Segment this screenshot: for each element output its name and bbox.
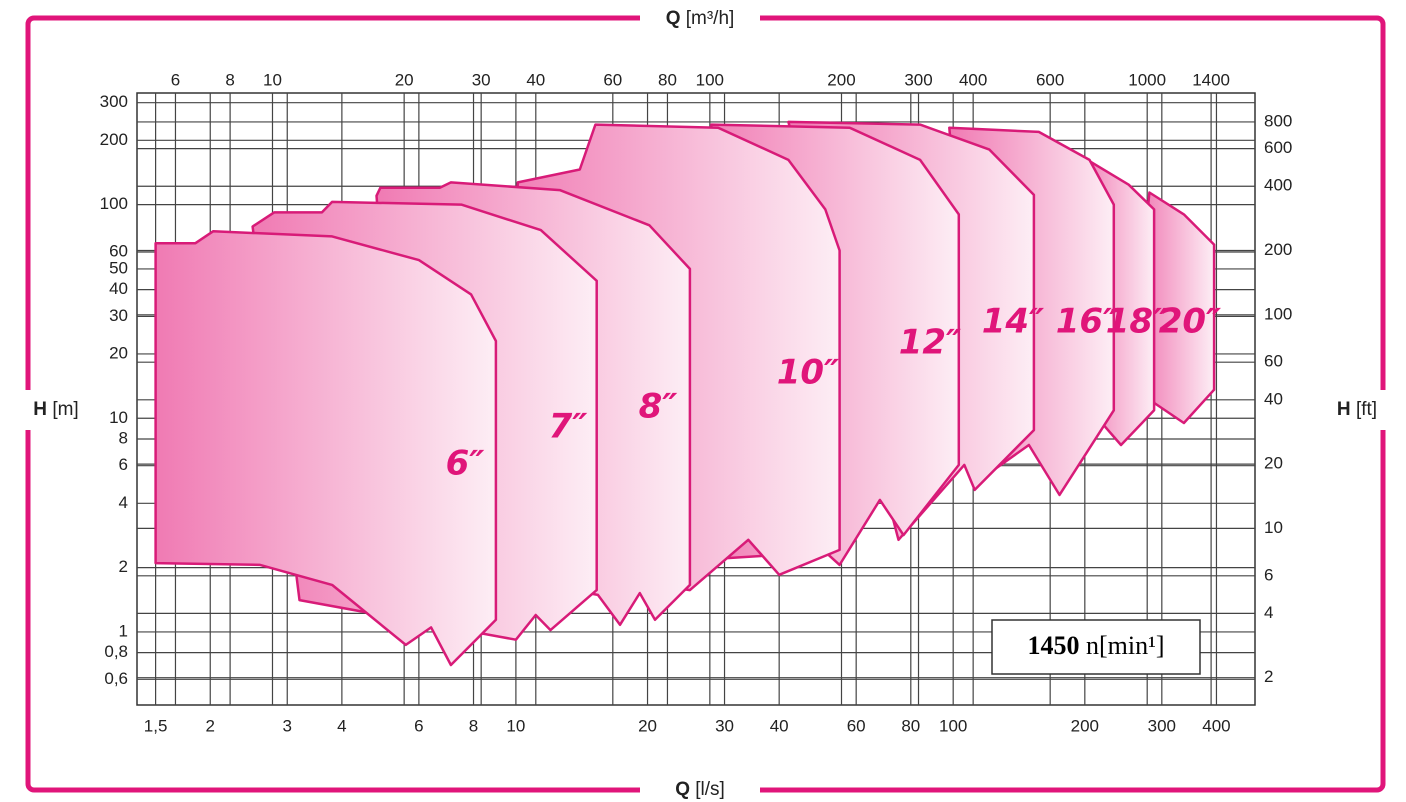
- x-tick-label: 200: [1071, 716, 1099, 735]
- y-axis-unit: [m]: [52, 399, 78, 420]
- region-label: 10″: [777, 353, 840, 393]
- y2-axis-title: H [ft]: [1337, 399, 1377, 420]
- x-tick-label: 20: [638, 716, 657, 735]
- x2-tick-label: 100: [696, 70, 724, 89]
- x-tick-label: 1,5: [144, 716, 168, 735]
- y-tick-label: 10: [109, 408, 128, 427]
- y-tick-label: 50: [109, 258, 128, 277]
- x-axis-unit: [l/s]: [695, 779, 725, 800]
- x-tick-label: 10: [506, 716, 525, 735]
- regions: [154, 120, 1216, 667]
- y-tick-label: 300: [100, 92, 128, 111]
- region-label: 14″: [982, 302, 1045, 342]
- x2-tick-label: 10: [263, 70, 282, 89]
- x2-tick-label: 8: [225, 70, 234, 89]
- x-tick-label: 6: [414, 716, 423, 735]
- x2-tick-label: 60: [603, 70, 622, 89]
- title-bg: [640, 777, 760, 802]
- x-axis-title: Q [l/s]: [675, 779, 725, 800]
- x-tick-label: 4: [337, 716, 346, 735]
- y-tick-label: 0,8: [104, 642, 128, 661]
- y-axis-title: H [m]: [33, 399, 78, 420]
- x2-tick-label: 6: [171, 70, 180, 89]
- labels: 20″18″16″ 14″ 12″ 10″ 8″ 7″ 6″: [446, 302, 1222, 484]
- y2-tick-label: 20: [1264, 454, 1283, 473]
- x-tick-label: 30: [715, 716, 734, 735]
- y-tick-label: 20: [109, 343, 128, 362]
- region-label: 12″: [899, 323, 962, 363]
- y2-tick-label: 800: [1264, 111, 1292, 130]
- x-tick-label: 2: [206, 716, 215, 735]
- region-label: 6″: [446, 444, 485, 484]
- y2-axis-symbol: H: [1337, 399, 1351, 420]
- x-tick-label: 8: [469, 716, 478, 735]
- x2-tick-label: 600: [1036, 70, 1064, 89]
- x2-tick-label: 1400: [1192, 70, 1230, 89]
- y-tick-label: 8: [119, 428, 128, 447]
- y2-tick-label: 100: [1264, 304, 1292, 323]
- y2-tick-label: 40: [1264, 389, 1283, 408]
- y-tick-label: 4: [119, 493, 128, 512]
- speed-unit: n[min¹]: [1086, 631, 1165, 660]
- y2-tick-label: 2: [1264, 667, 1273, 686]
- y-tick-label: 200: [100, 130, 128, 149]
- x2-tick-label: 80: [658, 70, 677, 89]
- x-tick-label: 300: [1148, 716, 1176, 735]
- x2-tick-label: 300: [904, 70, 932, 89]
- y-axis-symbol: H: [33, 399, 47, 420]
- y2-axis-unit: [ft]: [1356, 399, 1377, 420]
- title-bg: [640, 6, 760, 32]
- region-label: 16″: [1056, 302, 1119, 342]
- x2-tick-label: 200: [827, 70, 855, 89]
- y-tick-label: 0,6: [104, 669, 128, 688]
- y2-tick-label: 4: [1264, 603, 1273, 622]
- y-tick-label: 6: [119, 455, 128, 474]
- y2-tick-label: 60: [1264, 352, 1283, 371]
- x2-axis-unit: [m³/h]: [686, 8, 735, 29]
- x2-tick-label: 40: [526, 70, 545, 89]
- y-tick-label: 2: [119, 557, 128, 576]
- y-tick-label: 100: [100, 194, 128, 213]
- x-axis-symbol: Q: [675, 779, 690, 800]
- region-label: 20″: [1159, 302, 1222, 342]
- y-tick-label: 1: [119, 621, 128, 640]
- x2-tick-label: 1000: [1128, 70, 1166, 89]
- y2-tick-label: 6: [1264, 565, 1273, 584]
- y-tick-label: 40: [109, 279, 128, 298]
- y2-tick-label: 200: [1264, 240, 1292, 259]
- region: [154, 230, 498, 667]
- x2-axis-symbol: Q: [666, 8, 681, 29]
- y2-tick-label: 10: [1264, 518, 1283, 537]
- y2-tick-label: 600: [1264, 138, 1292, 157]
- x-tick-label: 60: [847, 716, 866, 735]
- speed-badge: [991, 619, 1201, 675]
- region-label: 18″: [1106, 302, 1169, 342]
- x-tick-label: 80: [901, 716, 920, 735]
- y2-tick-label: 400: [1264, 176, 1292, 195]
- x-tick-label: 3: [283, 716, 292, 735]
- x-tick-label: 100: [939, 716, 967, 735]
- title-bg: [20, 390, 92, 430]
- x-tick-label: 400: [1202, 716, 1230, 735]
- speed-text: 1450 n[min¹]: [1027, 631, 1164, 660]
- x-tick-label: 40: [770, 716, 789, 735]
- x2-tick-label: 20: [395, 70, 414, 89]
- region-label: 7″: [549, 407, 588, 447]
- region-label: 8″: [639, 387, 678, 427]
- speed-value: 1450: [1027, 631, 1079, 660]
- x2-tick-label: 30: [472, 70, 491, 89]
- y-tick-label: 60: [109, 242, 128, 261]
- y-tick-label: 30: [109, 306, 128, 325]
- x2-tick-label: 400: [959, 70, 987, 89]
- x2-axis-title: Q [m³/h]: [666, 8, 735, 29]
- title-bg: [1322, 390, 1392, 430]
